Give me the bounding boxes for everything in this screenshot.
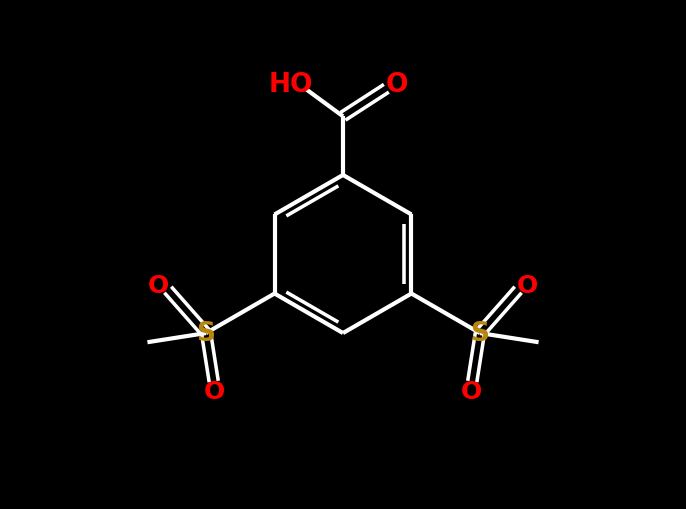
Text: S: S [197,321,215,346]
Text: O: O [148,273,169,297]
Text: O: O [460,379,482,403]
Text: O: O [204,379,226,403]
Text: S: S [471,321,489,346]
Text: O: O [517,273,538,297]
Text: O: O [386,72,407,98]
Text: HO: HO [268,72,313,98]
